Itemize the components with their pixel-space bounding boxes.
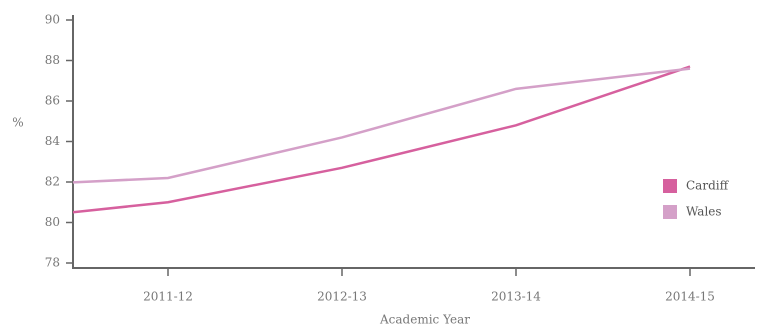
y-tick-label: 80 bbox=[45, 215, 60, 229]
y-tick-label: 82 bbox=[45, 175, 60, 189]
y-tick-label: 88 bbox=[45, 53, 60, 67]
y-tick-label: 84 bbox=[45, 134, 61, 148]
x-tick-label: 2012-13 bbox=[317, 290, 367, 304]
y-axis-label: % bbox=[12, 116, 23, 130]
y-tick-label: 90 bbox=[45, 13, 60, 27]
x-tick-label: 2011-12 bbox=[143, 290, 193, 304]
series-line bbox=[73, 67, 691, 184]
y-tick-label: 86 bbox=[45, 94, 60, 108]
plot-area bbox=[73, 65, 691, 214]
legend-label: Wales bbox=[686, 205, 722, 219]
legend-swatch bbox=[663, 205, 677, 219]
legend-swatch bbox=[663, 179, 677, 193]
series-line bbox=[73, 65, 691, 214]
x-tick-label: 2014-15 bbox=[665, 290, 715, 304]
x-tick-label: 2013-14 bbox=[491, 290, 541, 304]
legend-label: Cardiff bbox=[686, 179, 730, 193]
x-axis-label: Academic Year bbox=[379, 313, 470, 327]
y-tick-label: 78 bbox=[45, 256, 60, 270]
